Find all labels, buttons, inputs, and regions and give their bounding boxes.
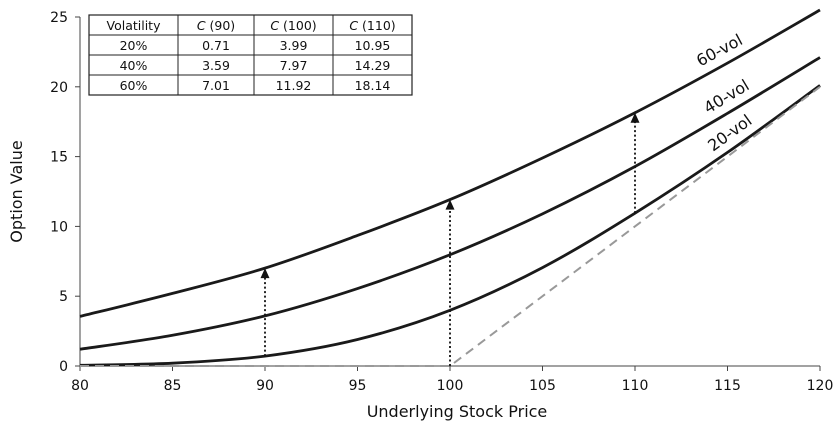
table-cell: 10.95 (355, 38, 391, 53)
series-lines (79, 8, 821, 367)
y-tick-label: 15 (50, 150, 68, 166)
series-line-intrinsic (80, 86, 821, 367)
curve-label-40-vol: 40-vol (700, 76, 752, 118)
table-cell: 60% (120, 78, 148, 93)
x-tick-label: 110 (622, 378, 649, 394)
table-header-text: (110) (358, 18, 396, 33)
x-tick-label: 115 (714, 378, 741, 394)
x-tick-label: 85 (164, 378, 182, 394)
arrow-head (445, 199, 455, 210)
y-tick-label: 25 (50, 10, 68, 26)
table-header-text: (100) (279, 18, 317, 33)
table-header-text: (90) (206, 18, 236, 33)
curve-label-20-vol: 20-vol (704, 111, 755, 155)
arrow-head (630, 112, 640, 123)
x-tick-label: 80 (71, 378, 89, 394)
y-tick-label: 10 (50, 219, 68, 235)
series-line-40-vol (79, 56, 821, 351)
table-header-prefix: C (349, 18, 358, 33)
table-header-cell: C (90) (197, 18, 235, 33)
table-header-cell: Volatility (107, 18, 162, 33)
table-cell: 3.59 (202, 58, 230, 73)
x-tick-label: 95 (349, 378, 367, 394)
axes: 80 85 90 95 100 105 110 115 120 0 5 10 15 20 25 Underly… (7, 10, 833, 421)
table-header-prefix: C (270, 18, 279, 33)
table-cell: 11.92 (276, 78, 312, 93)
table-header-cell: C (110) (349, 18, 395, 33)
table-header-prefix: C (197, 18, 206, 33)
x-tick-label: 100 (437, 378, 464, 394)
x-axis-title: Underlying Stock Price (367, 402, 548, 421)
table-cell: 14.29 (355, 58, 391, 73)
table-header-cell: C (100) (270, 18, 316, 33)
y-tick-label: 5 (59, 289, 68, 305)
series-line-60-vol (79, 8, 821, 318)
table-cell: 40% (120, 58, 148, 73)
value-table: Volatility C (90) C (100) C (110)20% 0.71 3.9… (88, 14, 413, 96)
y-axis-title: Option Value (7, 140, 26, 242)
table-cell: 18.14 (355, 78, 391, 93)
table-cell: 7.97 (280, 58, 308, 73)
arrow-head (260, 268, 270, 279)
y-tick-label: 0 (59, 359, 68, 375)
arrows (260, 112, 640, 366)
x-tick-label: 105 (529, 378, 556, 394)
x-tick-label: 120 (807, 378, 834, 394)
curve-label-60-vol: 60-vol (693, 30, 746, 70)
table-cell: 0.71 (202, 38, 230, 53)
table-cell: 7.01 (202, 78, 230, 93)
x-tick-label: 90 (256, 378, 274, 394)
table-cell: 20% (120, 38, 148, 53)
table-cell: 3.99 (280, 38, 308, 53)
series-line-20-vol (79, 84, 821, 367)
y-tick-label: 20 (50, 80, 68, 96)
